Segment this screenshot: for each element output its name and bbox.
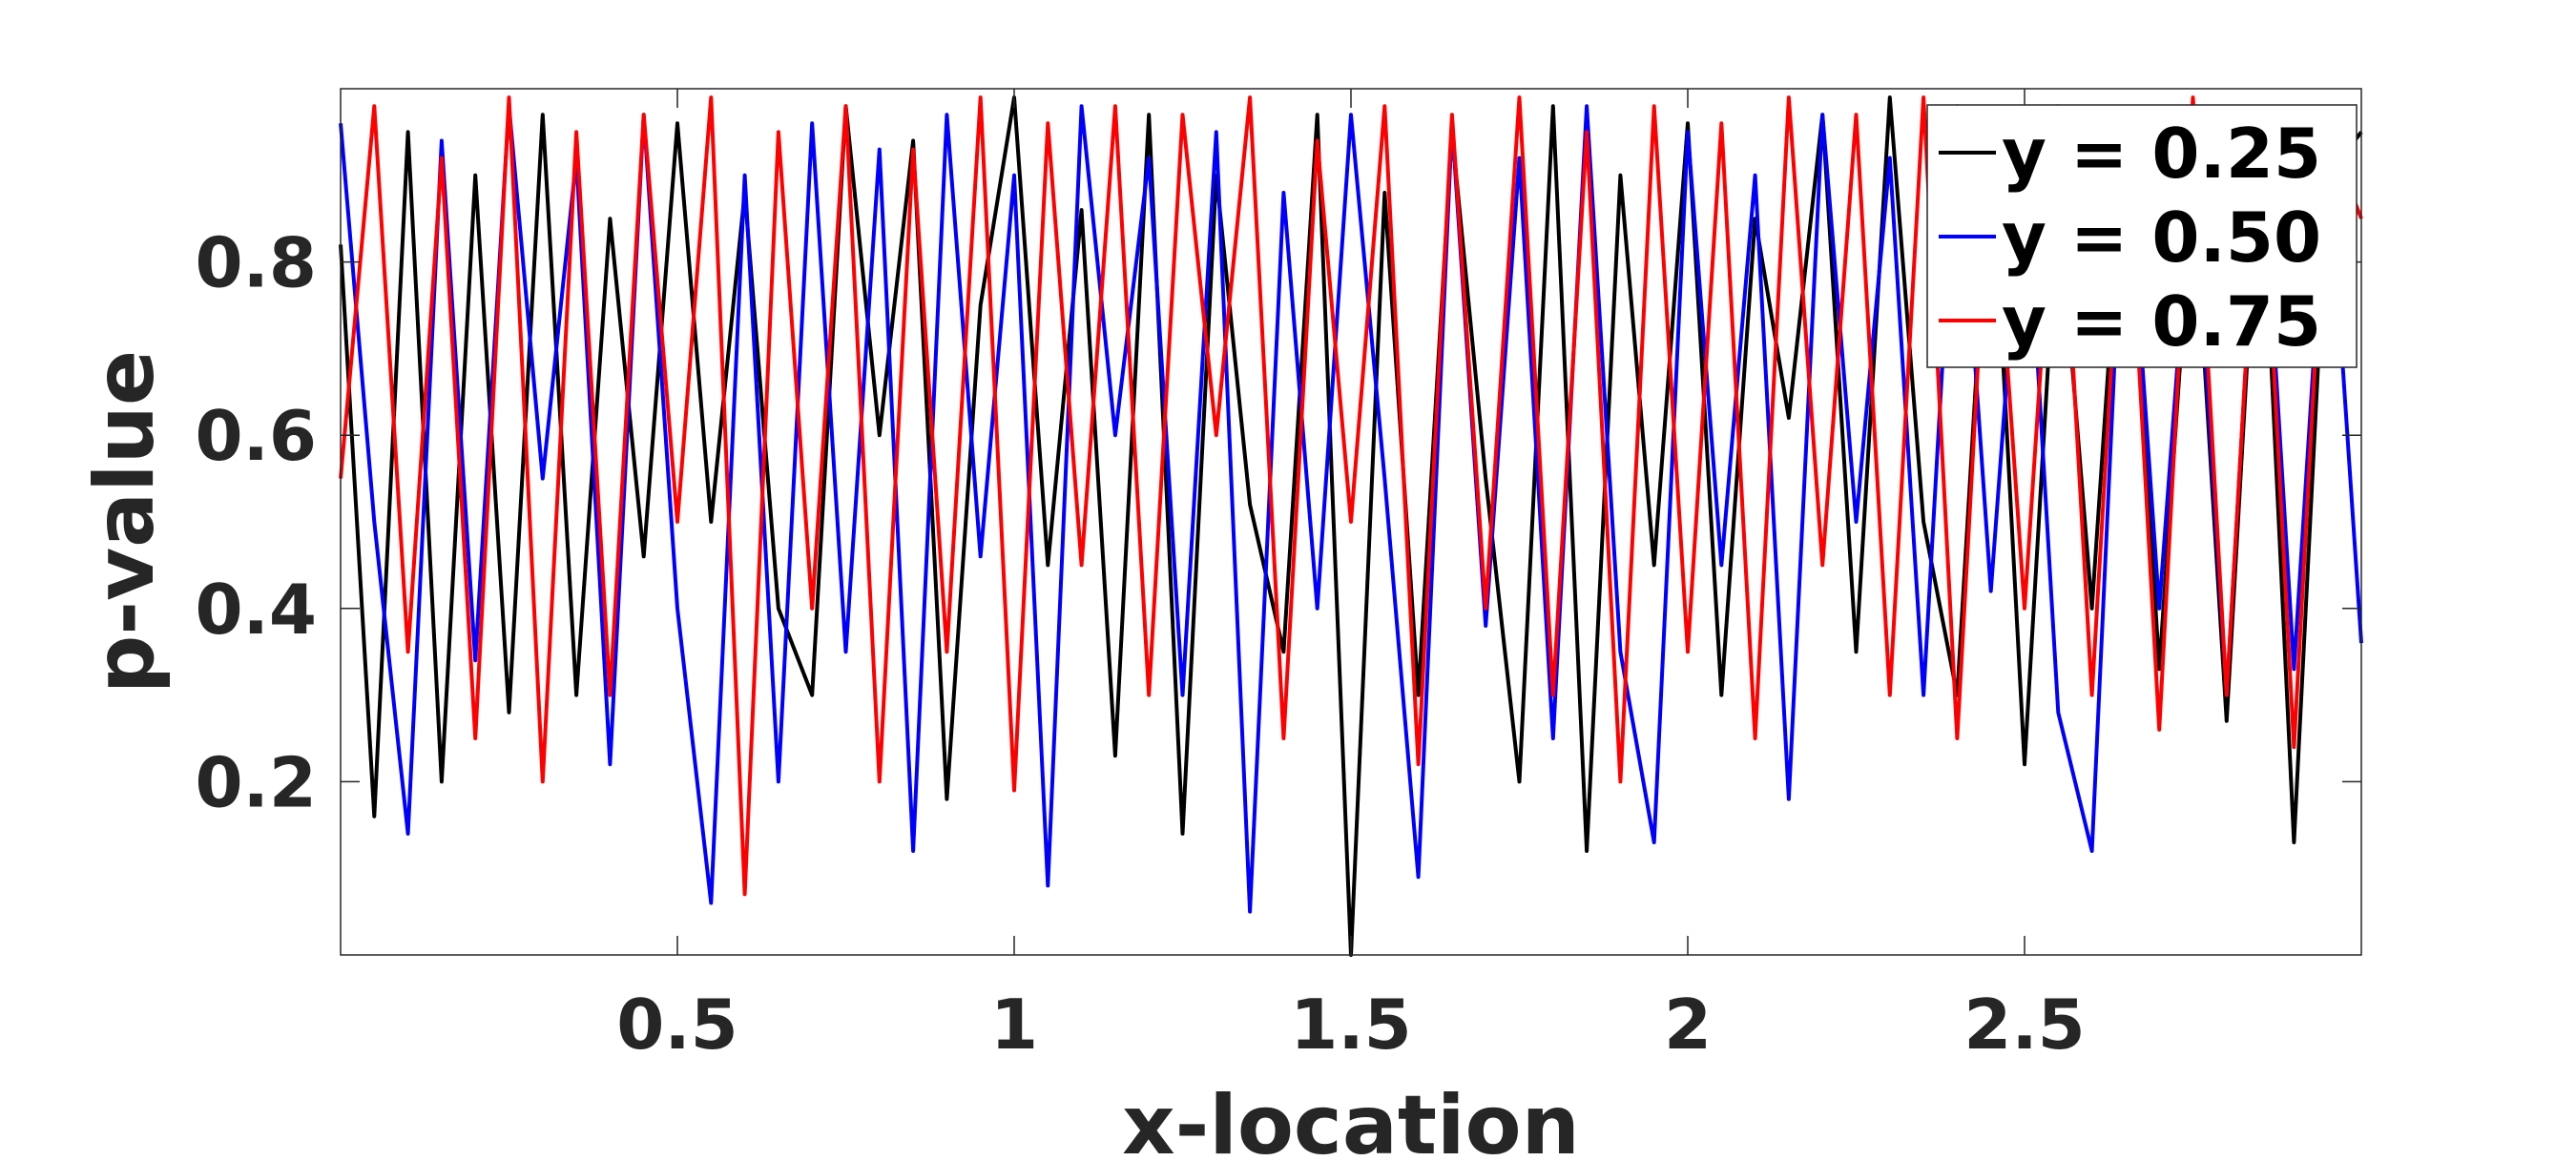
legend-label-2: y = 0.50 bbox=[2002, 197, 2321, 278]
series-line-3 bbox=[339, 95, 2363, 897]
x-tick-label: 2 bbox=[1664, 985, 1712, 1065]
x-axis-label: x-location bbox=[1122, 1078, 1580, 1161]
legend-box bbox=[1926, 104, 2358, 368]
x-tick-label: 0.5 bbox=[616, 985, 738, 1065]
y-axis-label: p-value bbox=[77, 350, 173, 694]
legend-label-1: y = 0.25 bbox=[2002, 114, 2321, 194]
legend: y = 0.25y = 0.50y = 0.75 bbox=[1926, 104, 2358, 368]
y-tick-label: 0.4 bbox=[195, 570, 317, 650]
legend-label-3: y = 0.75 bbox=[2002, 281, 2321, 362]
y-tick-label: 0.8 bbox=[195, 223, 317, 303]
x-axis: 0.5 1 1.5 2 2.5 bbox=[616, 89, 2086, 1065]
y-tick-label: 0.2 bbox=[195, 742, 317, 822]
y-axis: 0.2 0.4 0.6 0.8 bbox=[195, 223, 2361, 822]
x-tick-label: 2.5 bbox=[1963, 985, 2086, 1065]
y-tick-label: 0.6 bbox=[195, 396, 317, 476]
x-tick-label: 1 bbox=[990, 985, 1038, 1065]
x-tick-label: 1.5 bbox=[1290, 985, 1412, 1065]
